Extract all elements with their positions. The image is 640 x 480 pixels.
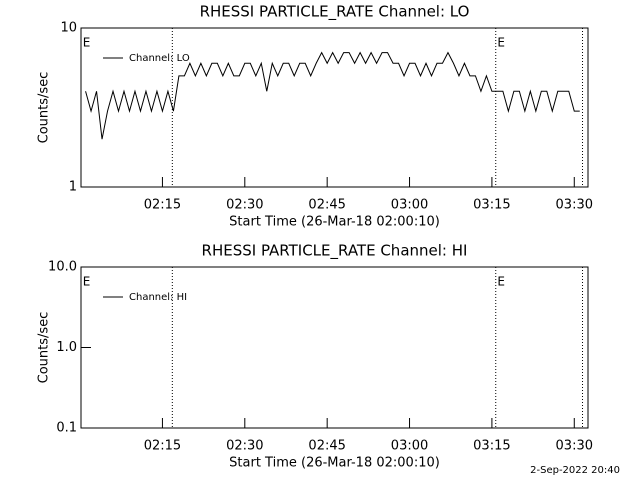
y-tick-label: 0.1 [56,421,77,436]
legend-label: Channel: HI [129,292,187,303]
y-tick-label: 10 [60,21,77,36]
x-tick-label: 03:00 [391,439,428,454]
y-tick-label: 1.0 [56,340,77,355]
event-flag: E [497,36,505,50]
x-tick-label: 02:15 [144,198,181,213]
footer: 2-Sep-2022 20:40 [530,465,620,476]
x-tick-label: 03:15 [473,439,510,454]
x-tick-label: 03:30 [556,439,593,454]
y-tick-label: 1 [69,180,77,195]
data-line [85,51,580,140]
y-axis-label: Counts/sec [37,312,52,384]
event-flag: E [83,36,91,50]
x-tick-label: 03:00 [391,198,428,213]
event-flag: E [83,275,91,289]
x-tick-label: 02:30 [226,439,263,454]
chart-title: RHESSI PARTICLE_RATE Channel: LO [200,3,470,22]
event-flag: E [497,275,505,289]
x-tick-label: 02:45 [308,439,345,454]
x-tick-label: 02:30 [226,198,263,213]
plot-frame [80,27,589,188]
x-axis-label: Start Time (26-Mar-18 02:00:10) [229,456,440,471]
x-tick-label: 03:30 [556,198,593,213]
x-tick-label: 02:45 [308,198,345,213]
x-tick-label: 02:15 [144,439,181,454]
legend-label: Channel: LO [129,53,190,64]
x-tick-label: 03:15 [473,198,510,213]
x-axis-label: Start Time (26-Mar-18 02:00:10) [229,215,440,230]
y-tick-label: 10.0 [48,260,77,275]
y-axis-label: Counts/sec [37,72,52,144]
chart-title: RHESSI PARTICLE_RATE Channel: HI [202,242,468,261]
